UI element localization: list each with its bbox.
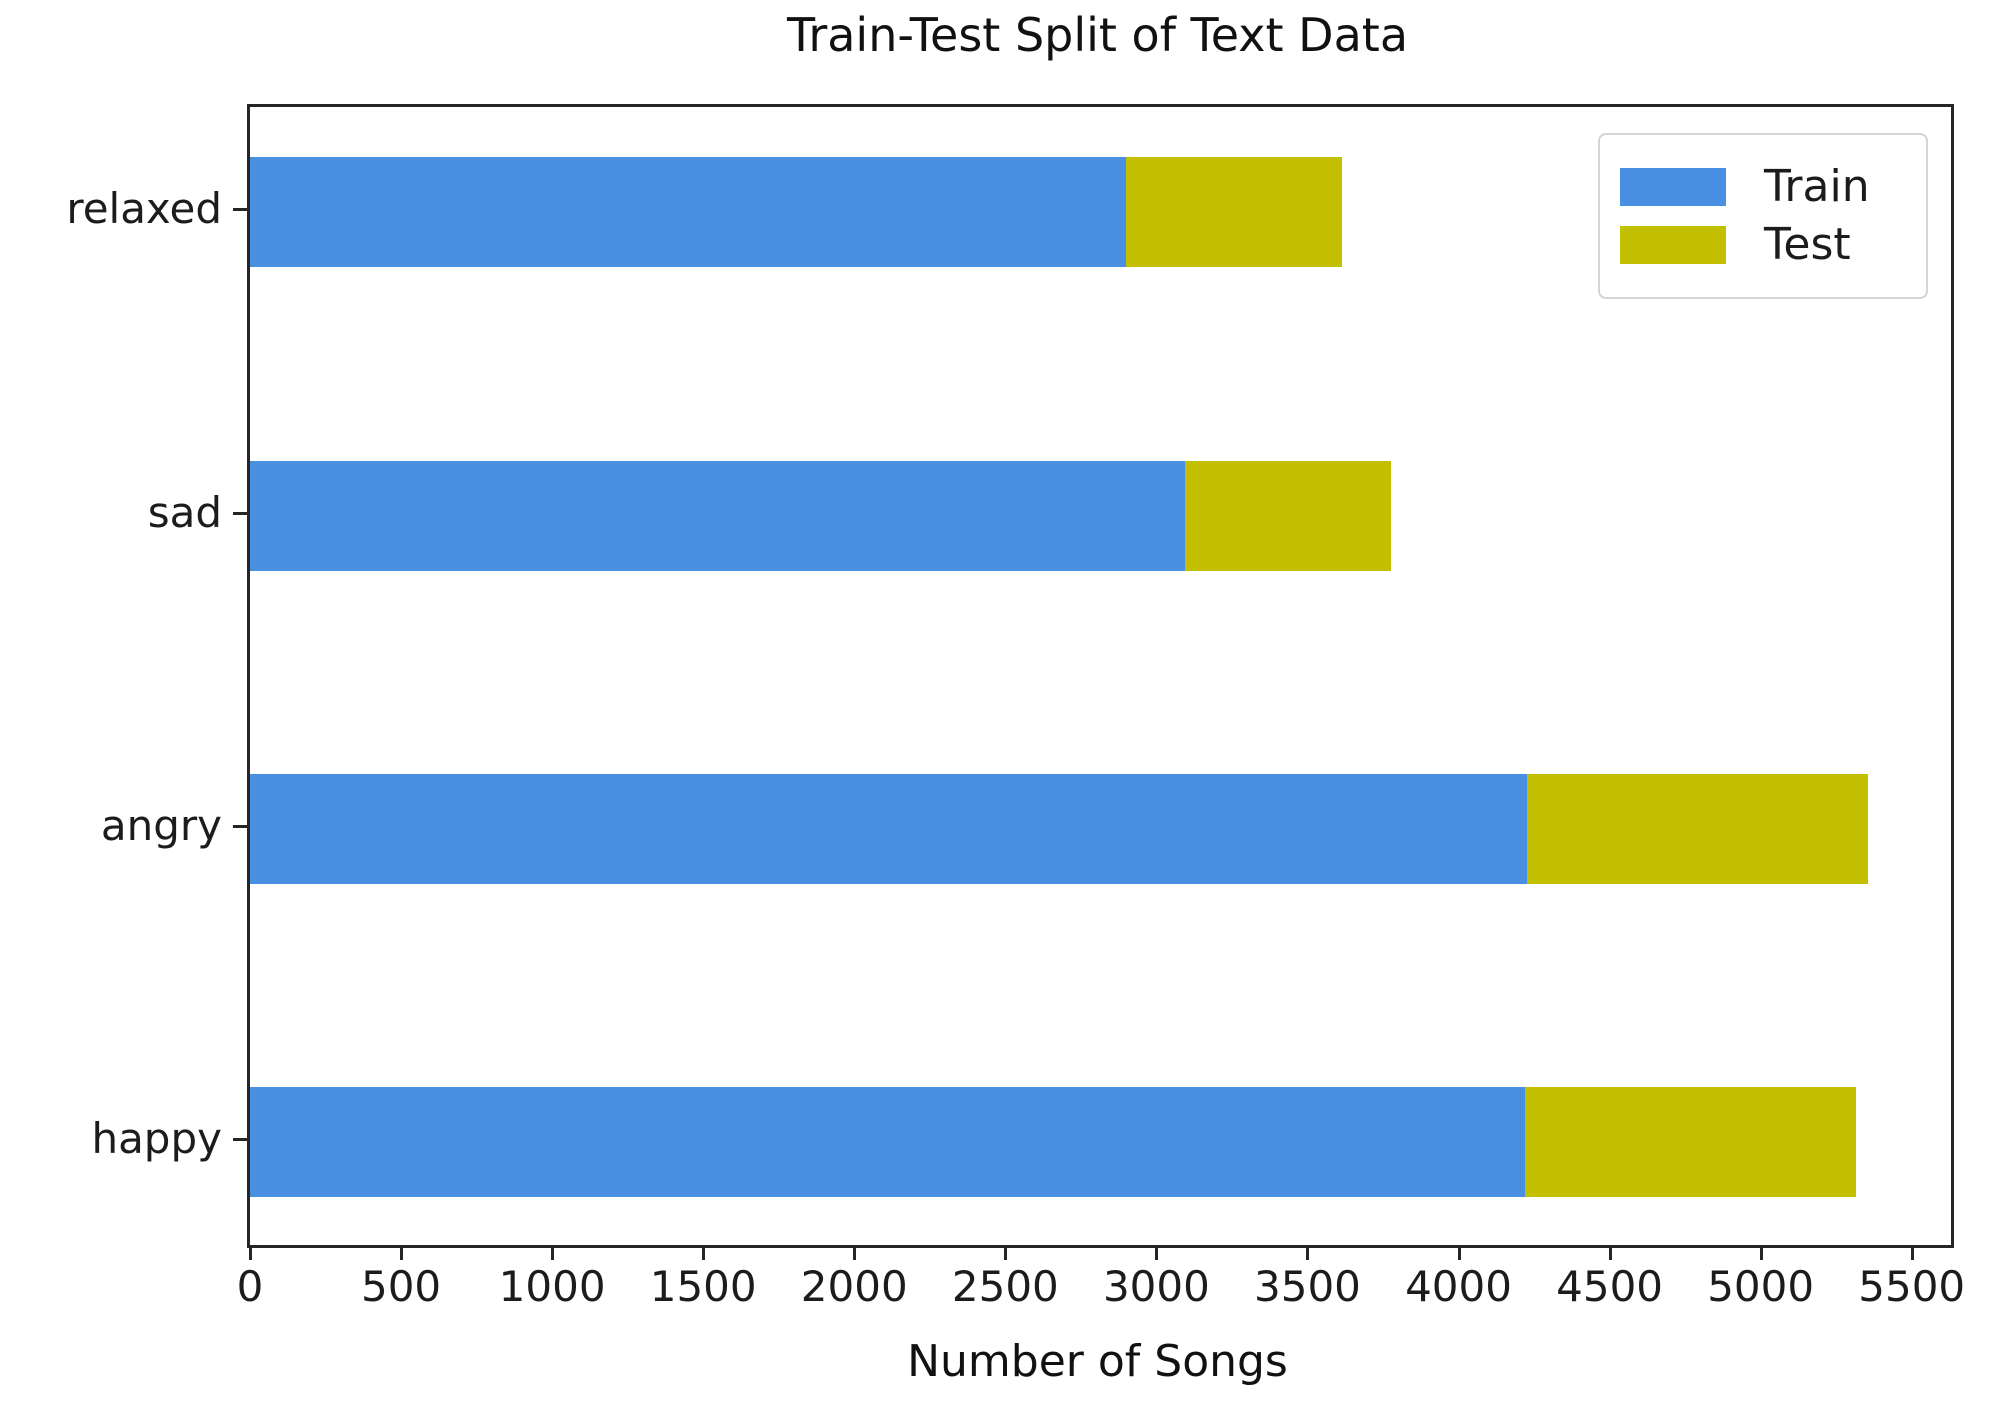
bar-relaxed-test [1126,157,1343,267]
xtick-label-2000: 2000 [800,1262,908,1311]
xtick-mark [853,1245,857,1260]
bar-sad-test [1185,461,1391,571]
xtick-mark [1004,1245,1008,1260]
xtick-mark [400,1245,404,1260]
legend-item-test: Test [1620,223,1926,267]
xtick-label-4000: 4000 [1405,1262,1512,1311]
xtick-label-5500: 5500 [1858,1262,1966,1311]
x-axis-label: Number of Songs [907,1336,1288,1387]
ytick-mark [233,825,247,828]
ytick-mark [233,208,247,211]
xtick-mark [1306,1245,1310,1260]
xtick-mark [1155,1245,1159,1260]
ytick-mark [233,1138,247,1141]
xtick-label-3500: 3500 [1254,1262,1361,1311]
xtick-label-1000: 1000 [498,1262,606,1311]
xtick-mark [1457,1245,1461,1260]
xtick-label-2500: 2500 [951,1262,1059,1311]
legend-label-train: Train [1764,161,1870,212]
ytick-label-happy: happy [91,1114,222,1163]
chart-title: Train-Test Split of Text Data [786,8,1409,62]
ytick-label-sad: sad [147,488,222,537]
bar-angry-train [250,774,1527,884]
legend-item-train: Train [1620,165,1926,209]
xtick-mark [551,1245,555,1260]
bar-happy-train [250,1087,1525,1197]
bar-angry-test [1526,774,1868,884]
bar-relaxed-train [250,157,1127,267]
xtick-mark [1608,1245,1612,1260]
xtick-label-1500: 1500 [649,1262,757,1311]
xtick-label-500: 500 [360,1262,442,1311]
xtick-label-0: 0 [236,1262,264,1311]
xtick-mark [1759,1245,1763,1260]
xtick-mark [1910,1245,1914,1260]
ytick-label-angry: angry [100,801,222,850]
bar-sad-train [250,461,1186,571]
xtick-label-5000: 5000 [1707,1262,1815,1311]
ytick-mark [233,512,247,515]
xtick-label-4500: 4500 [1556,1262,1664,1311]
xtick-mark [249,1245,252,1260]
legend: Train Test [1598,133,1928,299]
bar-happy-test [1524,1087,1856,1197]
ytick-label-relaxed: relaxed [66,184,222,233]
xtick-label-3000: 3000 [1102,1262,1210,1311]
legend-swatch-train-icon [1620,168,1726,206]
legend-label-test: Test [1764,219,1851,270]
legend-swatch-test-icon [1620,226,1726,264]
xtick-mark [702,1245,706,1260]
